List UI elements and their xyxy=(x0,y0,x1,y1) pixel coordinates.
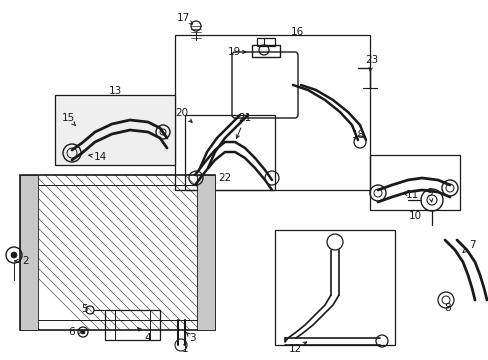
Text: 22: 22 xyxy=(218,173,231,183)
Bar xyxy=(251,45,280,57)
Bar xyxy=(274,230,394,345)
Text: 17: 17 xyxy=(176,13,189,23)
Text: 20: 20 xyxy=(175,108,188,118)
Text: 19: 19 xyxy=(227,47,240,57)
Text: 23: 23 xyxy=(365,55,378,65)
Text: 1: 1 xyxy=(182,344,188,354)
Bar xyxy=(369,155,459,210)
Bar xyxy=(55,95,175,165)
Text: 2: 2 xyxy=(22,256,29,266)
Text: 8: 8 xyxy=(444,303,450,313)
Bar xyxy=(184,115,274,190)
Text: 13: 13 xyxy=(108,86,122,96)
Text: 6: 6 xyxy=(68,327,75,337)
Bar xyxy=(20,175,38,330)
Text: 15: 15 xyxy=(61,113,75,123)
Text: 16: 16 xyxy=(290,27,303,37)
Text: 18: 18 xyxy=(351,130,364,140)
Text: 10: 10 xyxy=(407,211,421,221)
Text: 4: 4 xyxy=(144,333,151,343)
Text: 7: 7 xyxy=(468,240,474,250)
Circle shape xyxy=(11,252,17,258)
Text: 14: 14 xyxy=(93,152,106,162)
Bar xyxy=(197,175,215,330)
Bar xyxy=(105,310,160,340)
Text: 3: 3 xyxy=(188,333,195,343)
Circle shape xyxy=(81,330,85,334)
Text: 5: 5 xyxy=(81,304,88,314)
Text: 12: 12 xyxy=(288,344,301,354)
Text: 21: 21 xyxy=(238,113,251,123)
Bar xyxy=(257,38,274,46)
Text: 9: 9 xyxy=(426,188,432,198)
Bar xyxy=(20,175,215,330)
Text: 11: 11 xyxy=(405,190,418,200)
Bar xyxy=(175,35,369,190)
